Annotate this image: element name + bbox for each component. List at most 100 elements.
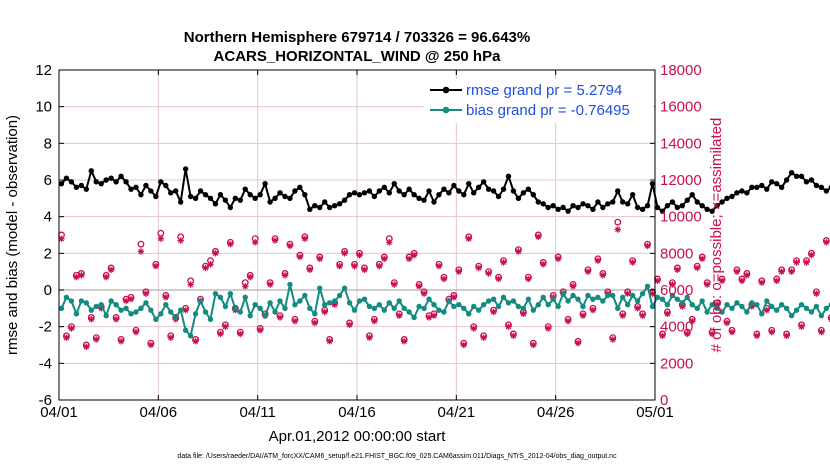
bias-point — [729, 305, 735, 312]
obs-assimilated-point — [689, 317, 696, 325]
bias-point — [724, 301, 730, 308]
rmse-series — [58, 166, 830, 214]
bias-point — [416, 303, 422, 310]
bias-point — [371, 305, 378, 312]
rmse-point — [689, 191, 695, 198]
bias-point — [535, 301, 541, 308]
obs-assimilated-point — [356, 251, 363, 259]
rmse-point — [317, 204, 323, 211]
rmse-point — [520, 190, 527, 196]
bias-point — [734, 300, 740, 306]
obs-assimilated-point — [723, 319, 731, 327]
rmse-point — [242, 186, 248, 192]
bias-point — [480, 301, 487, 308]
rmse-point — [620, 199, 626, 205]
bias-point — [649, 303, 656, 310]
obs-assimilated-point — [336, 262, 343, 270]
rmse-point — [431, 199, 437, 205]
bias-series — [58, 281, 830, 339]
obs-possible-point — [614, 218, 622, 226]
rmse-point — [570, 202, 576, 209]
rmse-point — [88, 168, 94, 174]
bias-point — [744, 309, 750, 315]
rmse-point — [386, 190, 392, 196]
rmse-point — [381, 184, 388, 191]
rmse-point — [346, 191, 353, 198]
obs-assimilated-point — [306, 266, 314, 274]
obs-assimilated-point — [599, 272, 607, 279]
obs-assimilated-point — [311, 319, 318, 327]
obs-assimilated-point — [276, 314, 284, 321]
obs-assimilated-point — [540, 261, 547, 268]
rmse-point — [749, 184, 755, 191]
obs-assimilated-point — [460, 341, 467, 349]
obs-assimilated-point — [117, 338, 125, 345]
bias-point — [128, 311, 134, 317]
rmse-point — [307, 206, 313, 213]
bias-point — [123, 305, 129, 312]
bias-point — [769, 303, 775, 310]
obs-assimilated-point — [157, 235, 165, 242]
obs-assimilated-point — [266, 281, 274, 288]
obs-assimilated-point — [738, 277, 746, 285]
rmse-point — [798, 173, 805, 180]
bias-point — [540, 294, 546, 301]
bias-point — [88, 307, 94, 313]
rmse-point — [525, 186, 532, 192]
bias-point — [575, 296, 581, 302]
bias-point — [103, 312, 109, 319]
rmse-point — [272, 195, 278, 202]
obs-assimilated-point — [376, 262, 383, 270]
bias-point — [227, 290, 234, 297]
rmse-point — [778, 184, 785, 191]
obs-assimilated-point — [470, 325, 477, 332]
obs-assimilated-point — [703, 281, 711, 288]
bias-point — [113, 301, 119, 308]
obs-assimilated-point — [773, 277, 780, 285]
obs-assimilated-point — [674, 266, 681, 274]
obs-assimilated-point — [589, 306, 597, 314]
obs-assimilated-point — [435, 262, 443, 270]
bias-point — [341, 285, 348, 291]
obs-assimilated-point — [500, 259, 507, 266]
obs-assimilated-point — [763, 306, 770, 314]
bias-point — [406, 309, 412, 315]
obs-assimilated-point — [142, 290, 150, 297]
rmse-point — [704, 206, 710, 213]
bias-point — [98, 301, 104, 308]
y-tick-label: 6 — [44, 172, 52, 189]
obs-assimilated-point — [331, 301, 338, 308]
rmse-point — [173, 188, 179, 194]
obs-assimilated-point — [579, 312, 587, 319]
obs-assimilated-point — [217, 330, 224, 338]
obs-assimilated-point — [768, 328, 775, 336]
bias-point — [326, 300, 333, 306]
rmse-point — [540, 201, 546, 207]
y-tick-label: 2 — [44, 245, 52, 262]
obs-assimilated-point — [102, 273, 110, 281]
bias-point — [143, 300, 149, 306]
obs-assimilated-point — [480, 334, 487, 341]
rmse-point — [664, 202, 671, 209]
bias-point — [570, 292, 576, 299]
obs-assimilated-point — [192, 338, 199, 345]
obs-assimilated-point — [450, 294, 458, 301]
rmse-point — [108, 175, 114, 181]
obs-assimilated-point — [619, 312, 626, 319]
obs-assimilated-point — [132, 328, 140, 336]
rmse-point — [257, 191, 263, 198]
obs-assimilated-point — [137, 248, 145, 255]
obs-assimilated-point — [420, 290, 428, 297]
bias-point — [754, 301, 760, 308]
bias-point — [237, 309, 243, 315]
legend-bias-marker — [442, 106, 450, 114]
obs-assimilated-point — [728, 328, 736, 336]
bias-point — [421, 305, 427, 312]
rmse-point — [495, 193, 502, 200]
obs-assimilated-point — [798, 323, 805, 330]
rmse-point — [769, 179, 775, 185]
rmse-point — [406, 186, 412, 192]
rmse-point — [58, 180, 65, 187]
bias-point — [798, 301, 805, 308]
bias-point — [808, 309, 815, 315]
